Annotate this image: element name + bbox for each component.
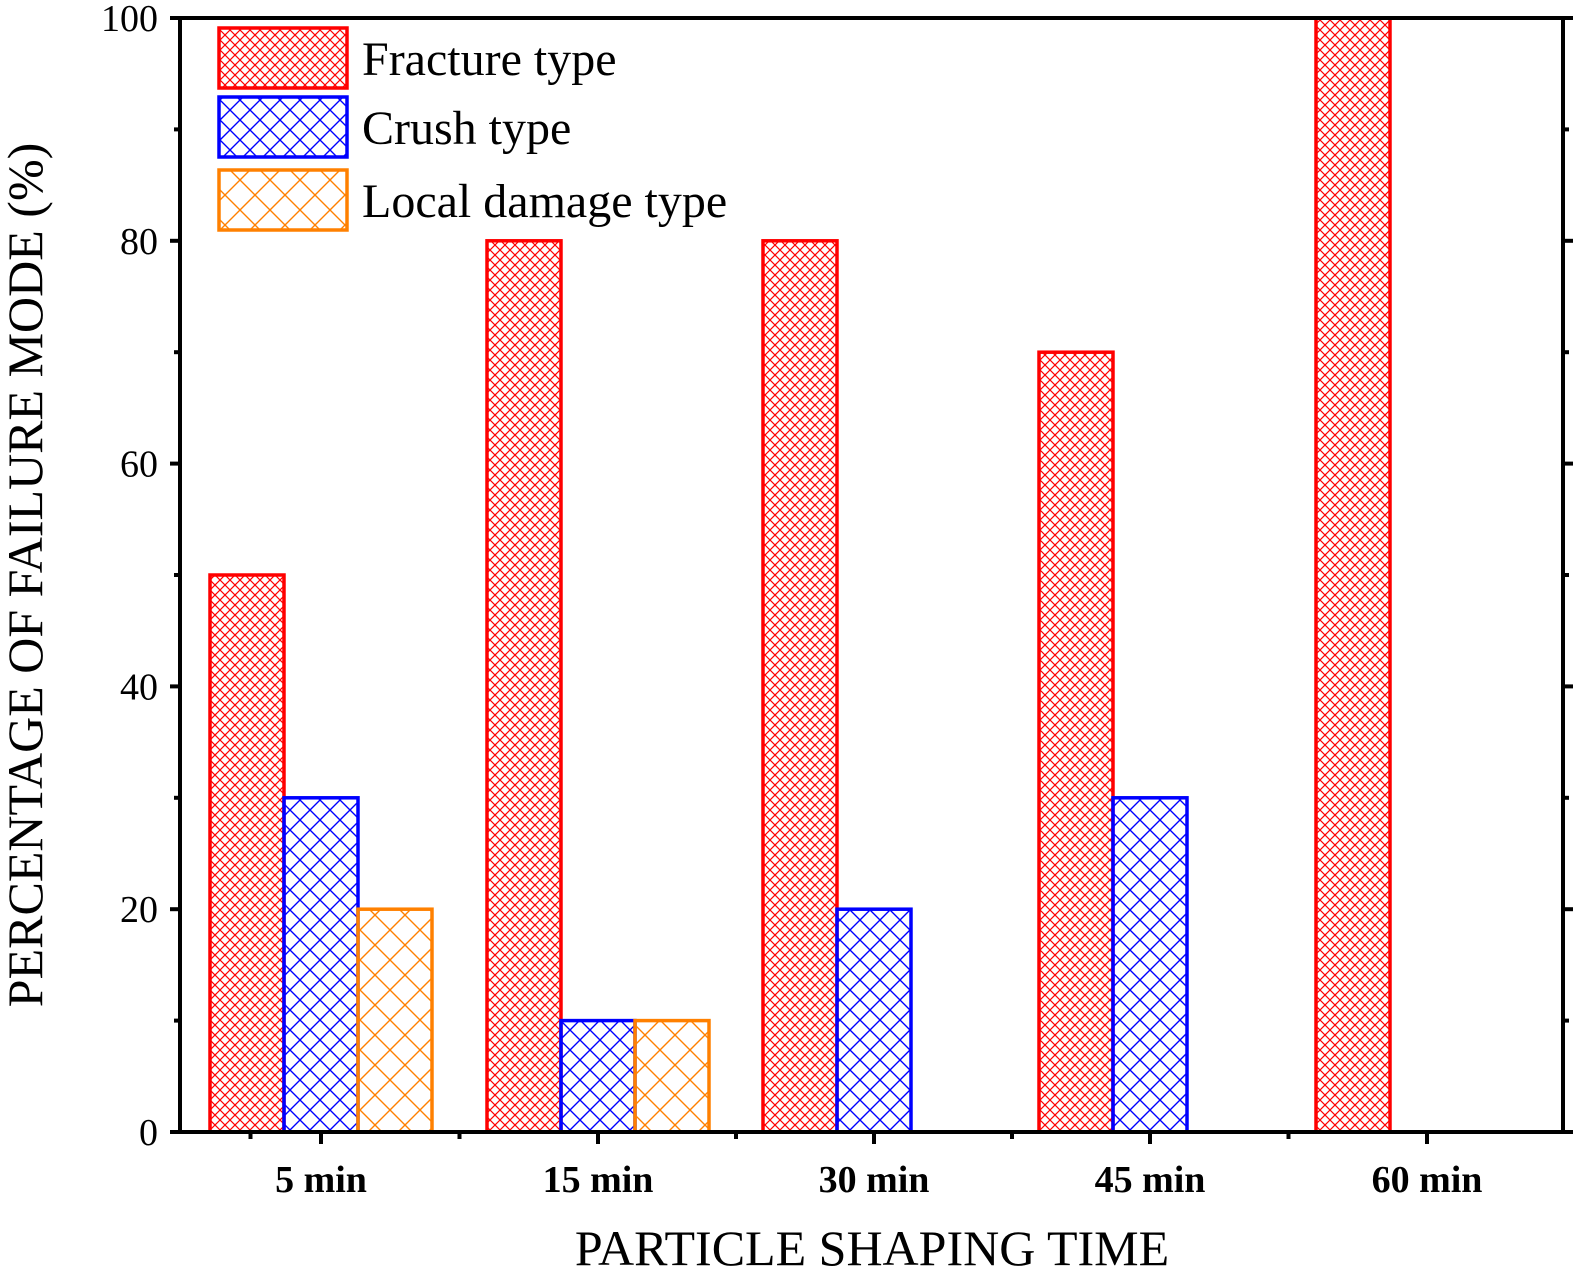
y-axis-ticks: 0 20 40 60 80 100 bbox=[101, 0, 1573, 1154]
legend: Fracture type Crush type Local damage type bbox=[217, 26, 727, 232]
legend-label-fracture-type: Fracture type bbox=[362, 33, 617, 86]
x-tick-label: 30 min bbox=[819, 1159, 930, 1201]
y-tick-label: 0 bbox=[139, 1112, 158, 1154]
bar-fracture-type-60-min bbox=[1314, 16, 1392, 1134]
bar-crush-type-30-min bbox=[835, 907, 913, 1134]
y-tick-label: 80 bbox=[120, 221, 158, 263]
x-tick-label: 45 min bbox=[1095, 1159, 1206, 1201]
bar-crush-type-5-min bbox=[282, 796, 360, 1134]
legend-swatch-local-damage-type bbox=[217, 168, 349, 232]
x-tick-label: 15 min bbox=[543, 1159, 654, 1201]
bar-local-damage-type-5-min bbox=[356, 907, 434, 1134]
x-tick-label: 60 min bbox=[1372, 1159, 1483, 1201]
bar-local-damage-type-15-min bbox=[633, 1018, 711, 1134]
legend-swatch-fracture-type bbox=[217, 26, 349, 90]
bar-fracture-type-15-min bbox=[485, 239, 563, 1134]
y-tick-label: 20 bbox=[120, 889, 158, 931]
bar-fracture-type-45-min bbox=[1037, 350, 1115, 1134]
legend-label-crush-type: Crush type bbox=[362, 102, 571, 155]
y-tick-label: 100 bbox=[101, 0, 158, 40]
bar-crush-type-15-min bbox=[559, 1018, 637, 1134]
y-axis-title: PERCENTAGE OF FAILURE MODE (%) bbox=[0, 143, 53, 1007]
y-tick-label: 40 bbox=[120, 666, 158, 708]
legend-swatch-crush-type bbox=[217, 95, 349, 159]
x-axis-ticks: 5 min 15 min 30 min 45 min 60 min bbox=[248, 1132, 1483, 1201]
bar-fracture-type-30-min bbox=[761, 239, 839, 1134]
bars-group bbox=[208, 16, 1392, 1134]
bar-crush-type-45-min bbox=[1111, 796, 1189, 1134]
legend-label-local-damage-type: Local damage type bbox=[362, 175, 727, 228]
bar-fracture-type-5-min bbox=[208, 573, 286, 1134]
x-tick-label: 5 min bbox=[275, 1159, 367, 1201]
x-axis-title: PARTICLE SHAPING TIME bbox=[575, 1220, 1169, 1276]
y-tick-label: 60 bbox=[120, 444, 158, 486]
